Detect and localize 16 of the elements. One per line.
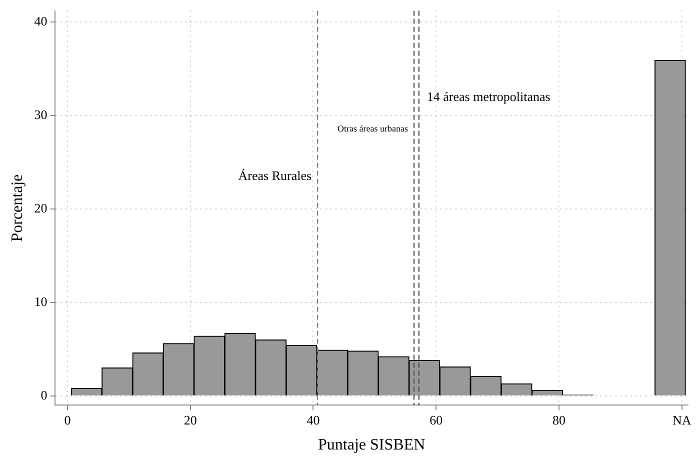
ref-line-label: Áreas Rurales <box>238 168 312 183</box>
x-tick-label: 60 <box>430 412 443 428</box>
ref-line-label: Otras áreas urbanas <box>338 123 408 134</box>
y-axis-title: Porcentaje <box>8 174 26 242</box>
y-tick-label: 20 <box>34 200 48 216</box>
x-tick-label: NA <box>672 412 692 428</box>
y-tick-label: 40 <box>34 13 48 28</box>
y-tick-label: 30 <box>34 106 48 122</box>
x-tick-label: 80 <box>552 412 566 428</box>
x-tick-label: 40 <box>306 412 320 428</box>
x-tick-label: 0 <box>64 412 71 428</box>
x-axis-title: Puntaje SISBEN <box>318 436 426 454</box>
x-tick-label: 20 <box>184 412 197 428</box>
ref-line-label: 14 áreas metropolitanas <box>426 88 550 104</box>
y-tick-label: 0 <box>40 387 48 402</box>
y-tick-label: 10 <box>34 294 48 309</box>
